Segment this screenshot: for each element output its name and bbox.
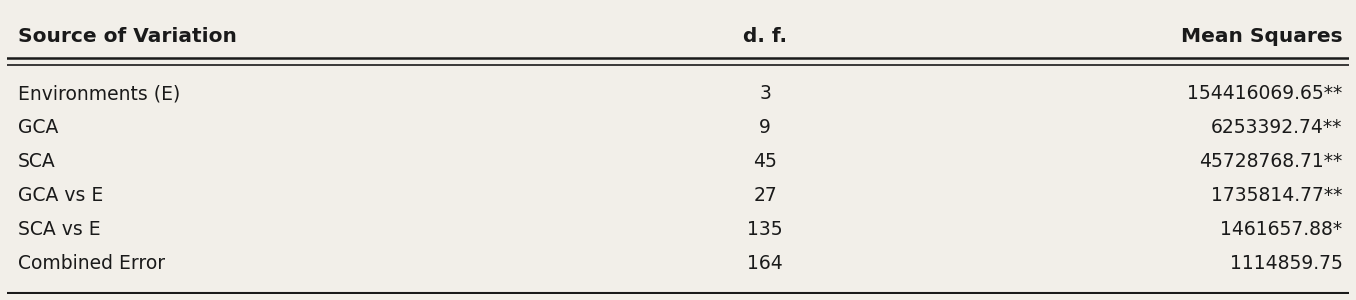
Text: Source of Variation: Source of Variation [18, 27, 236, 46]
Text: GCA vs E: GCA vs E [18, 186, 103, 205]
Text: 27: 27 [754, 186, 777, 205]
Text: 1114859.75: 1114859.75 [1230, 254, 1342, 273]
Text: Combined Error: Combined Error [18, 254, 164, 273]
Text: SCA vs E: SCA vs E [18, 220, 100, 239]
Text: 45: 45 [754, 152, 777, 171]
Text: GCA: GCA [18, 118, 58, 137]
Text: 6253392.74**: 6253392.74** [1211, 118, 1342, 137]
Text: 154416069.65**: 154416069.65** [1188, 84, 1342, 103]
Text: 164: 164 [747, 254, 784, 273]
Text: Mean Squares: Mean Squares [1181, 27, 1342, 46]
Text: d. f.: d. f. [743, 27, 788, 46]
Text: 3: 3 [759, 84, 772, 103]
Text: SCA: SCA [18, 152, 56, 171]
Text: 1461657.88*: 1461657.88* [1220, 220, 1342, 239]
Text: 135: 135 [747, 220, 782, 239]
Text: 45728768.71**: 45728768.71** [1199, 152, 1342, 171]
Text: 9: 9 [759, 118, 772, 137]
Text: 1735814.77**: 1735814.77** [1211, 186, 1342, 205]
Text: Environments (E): Environments (E) [18, 84, 180, 103]
